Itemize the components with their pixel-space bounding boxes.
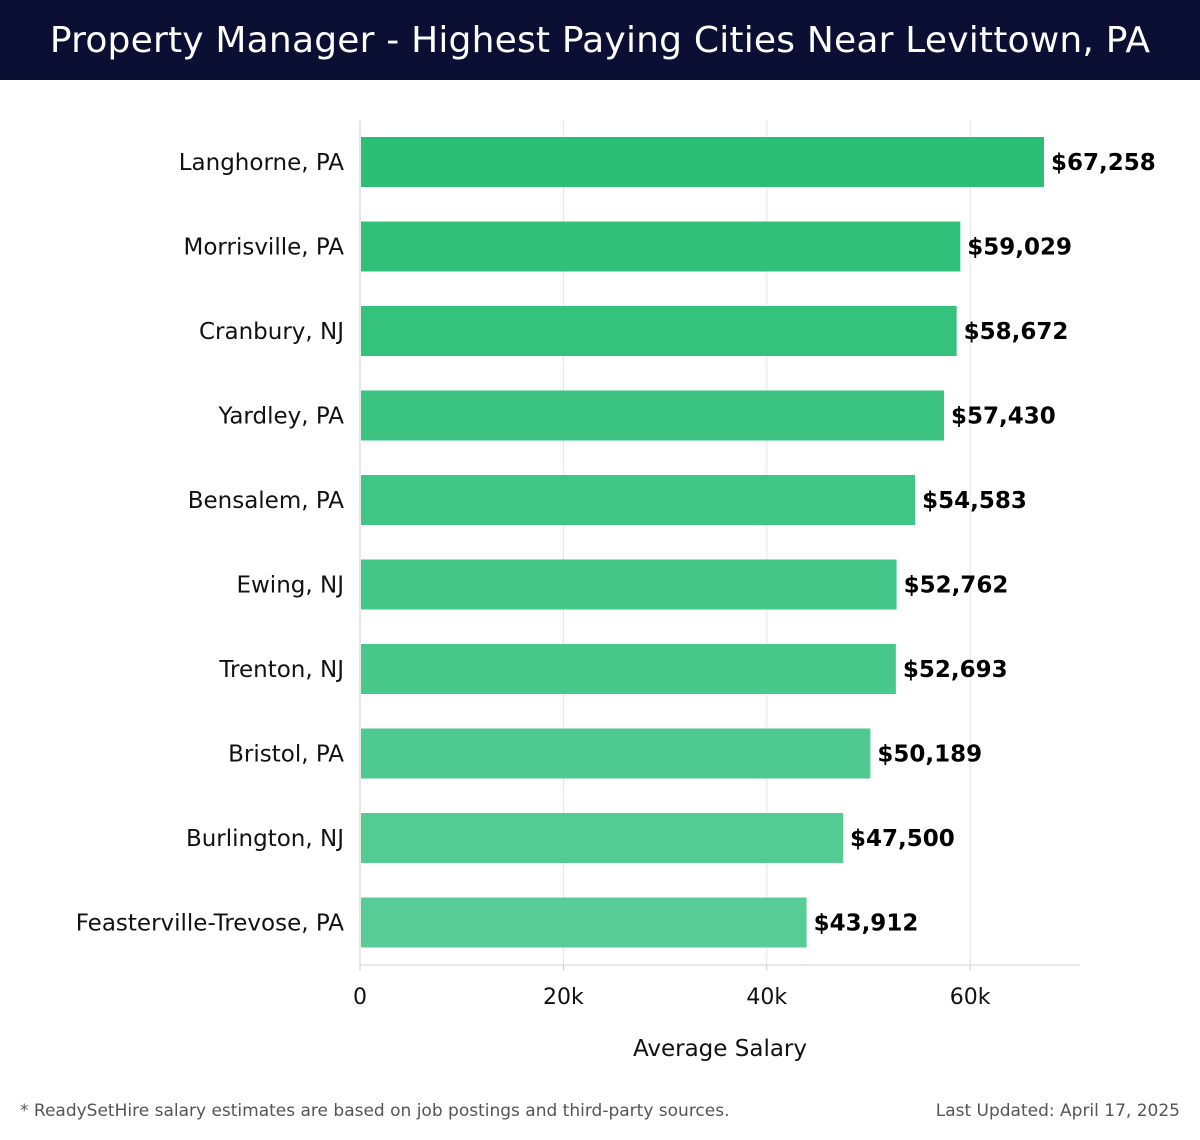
value-label: $58,672 xyxy=(964,319,1069,345)
value-label: $59,029 xyxy=(967,235,1072,261)
value-label: $52,693 xyxy=(903,657,1008,683)
bar xyxy=(361,475,916,525)
x-tick-label: 0 xyxy=(353,985,367,1010)
category-label: Langhorne, PA xyxy=(179,150,345,176)
value-labels: $67,258 $59,029 $58,672 $57,430 $54,583 $52,7… xyxy=(814,150,1156,937)
value-label: $50,189 xyxy=(877,742,982,768)
bars xyxy=(361,137,1044,948)
category-label: Burlington, NJ xyxy=(186,826,344,852)
bar xyxy=(361,390,945,441)
bar xyxy=(361,644,896,694)
value-label: $52,762 xyxy=(904,573,1009,599)
x-axis-title: Average Salary xyxy=(633,1036,807,1062)
category-label: Trenton, NJ xyxy=(218,657,344,683)
chart-title: Property Manager - Highest Paying Cities… xyxy=(49,19,1151,61)
category-label: Yardley, PA xyxy=(217,404,344,430)
x-axis: 0 20k 40k 60k xyxy=(353,120,1080,1010)
value-label: $57,430 xyxy=(951,404,1056,430)
x-tick-label: 20k xyxy=(543,985,584,1010)
bar xyxy=(361,221,961,272)
value-label: $54,583 xyxy=(922,488,1027,514)
bar xyxy=(361,559,897,610)
x-tick-label: 60k xyxy=(950,985,991,1010)
category-labels: Langhorne, PA Morrisville, PA Cranbury, NJ… xyxy=(76,150,345,937)
category-label: Bristol, PA xyxy=(228,742,344,768)
category-label: Morrisville, PA xyxy=(184,235,345,261)
category-label: Feasterville-Trevose, PA xyxy=(76,911,345,937)
bar xyxy=(361,813,844,863)
bar xyxy=(361,897,807,948)
x-tick-label: 40k xyxy=(746,985,787,1010)
category-label: Bensalem, PA xyxy=(188,488,345,514)
bar xyxy=(361,728,871,779)
value-label: $47,500 xyxy=(850,826,955,852)
bar xyxy=(361,137,1044,187)
value-label: $43,912 xyxy=(814,911,919,937)
value-label: $67,258 xyxy=(1051,150,1156,176)
footer-note: * ReadySetHire salary estimates are base… xyxy=(20,1101,730,1121)
chart-header: Property Manager - Highest Paying Cities… xyxy=(0,0,1200,80)
bar xyxy=(361,306,957,356)
category-label: Cranbury, NJ xyxy=(199,319,344,345)
bar-chart: 0 20k 40k 60k Langhorne, PA Morrisville, PA C… xyxy=(76,120,1156,1062)
last-updated: Last Updated: April 17, 2025 xyxy=(935,1101,1180,1121)
category-label: Ewing, NJ xyxy=(236,573,344,599)
